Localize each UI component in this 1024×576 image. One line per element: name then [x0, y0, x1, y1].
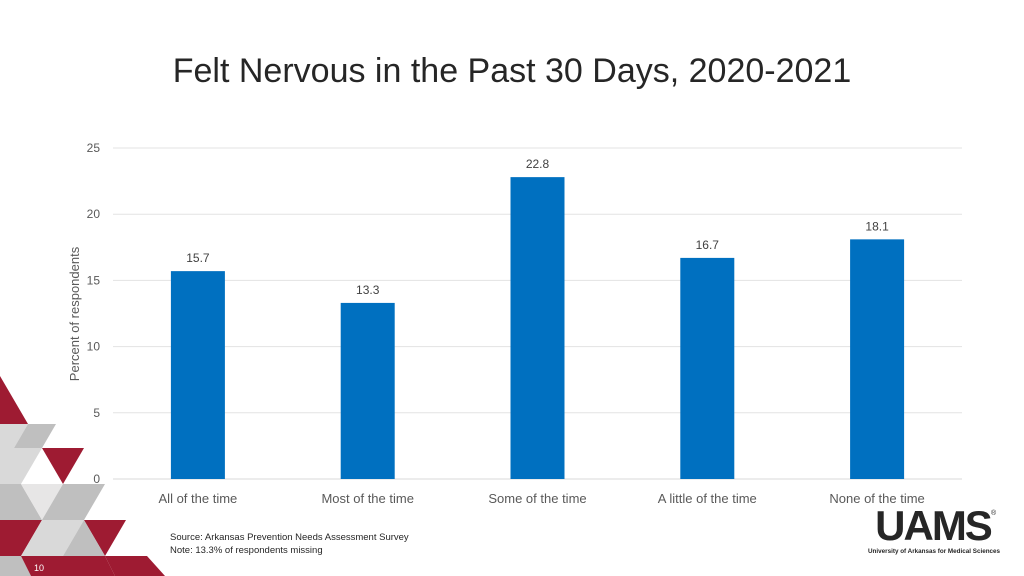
- data-labels: 15.7 13.3 22.8 16.7 18.1: [186, 157, 889, 297]
- x-tick-label: A little of the time: [658, 491, 757, 506]
- logo-subtitle: University of Arkansas for Medical Scien…: [868, 548, 1001, 555]
- data-label: 13.3: [356, 283, 380, 297]
- bar: [170, 271, 225, 479]
- decorative-triangles: [0, 376, 165, 576]
- data-label: 15.7: [186, 251, 210, 265]
- decor-shape: [42, 484, 105, 520]
- bar: [510, 177, 565, 480]
- data-label: 18.1: [865, 219, 889, 233]
- decor-shape: [0, 376, 28, 424]
- x-tick-label: None of the time: [829, 491, 924, 506]
- bar: [680, 257, 735, 479]
- logo-registered-mark: ®: [991, 510, 997, 517]
- y-tick-label: 5: [93, 406, 100, 420]
- y-axis-tick-labels: 0 5 10 15 20 25: [87, 141, 101, 486]
- decor-shape: [14, 424, 56, 448]
- x-tick-label: Some of the time: [488, 491, 586, 506]
- y-tick-label: 10: [87, 340, 101, 354]
- y-tick-label: 25: [87, 141, 101, 155]
- decor-shape: [84, 520, 126, 556]
- decor-shape: [0, 484, 42, 520]
- decor-shape: [0, 448, 42, 484]
- x-axis-tick-labels: All of the time Most of the time Some of t…: [159, 491, 925, 506]
- data-label: 22.8: [526, 157, 550, 171]
- decor-shape: [42, 448, 84, 484]
- x-tick-label: All of the time: [159, 491, 238, 506]
- decor-shape: [63, 520, 105, 556]
- chart-title: Felt Nervous in the Past 30 Days, 2020-2…: [172, 52, 852, 90]
- source-note: Source: Arkansas Prevention Needs Assess…: [170, 531, 409, 557]
- decor-shape: [0, 424, 28, 448]
- logo-wordmark: UAMS: [875, 502, 993, 549]
- uams-logo: UAMS ® University of Arkansas for Medica…: [868, 502, 1001, 556]
- bar: [850, 239, 905, 479]
- x-tick-label: Most of the time: [321, 491, 413, 506]
- y-tick-label: 20: [87, 207, 101, 221]
- bar: [340, 302, 395, 479]
- decor-shape: [105, 556, 165, 576]
- decor-shape: [0, 556, 31, 576]
- bar-chart: 0 5 10 15 20 25 15.7 13.3 22.8 16.7 18.1 All of t…: [67, 141, 962, 506]
- decor-shape: [21, 484, 63, 520]
- slide-number: 10: [34, 563, 45, 573]
- decor-shape: [21, 556, 115, 576]
- y-tick-label: 15: [87, 273, 101, 287]
- decor-shape: [0, 520, 42, 556]
- y-axis-label: Percent of respondents: [67, 246, 82, 381]
- data-label: 16.7: [696, 238, 720, 252]
- y-tick-label: 0: [93, 472, 100, 486]
- bars: [170, 177, 905, 480]
- note-text: Note: 13.3% of respondents missing: [170, 545, 323, 556]
- source-text: Source: Arkansas Prevention Needs Assess…: [170, 532, 409, 543]
